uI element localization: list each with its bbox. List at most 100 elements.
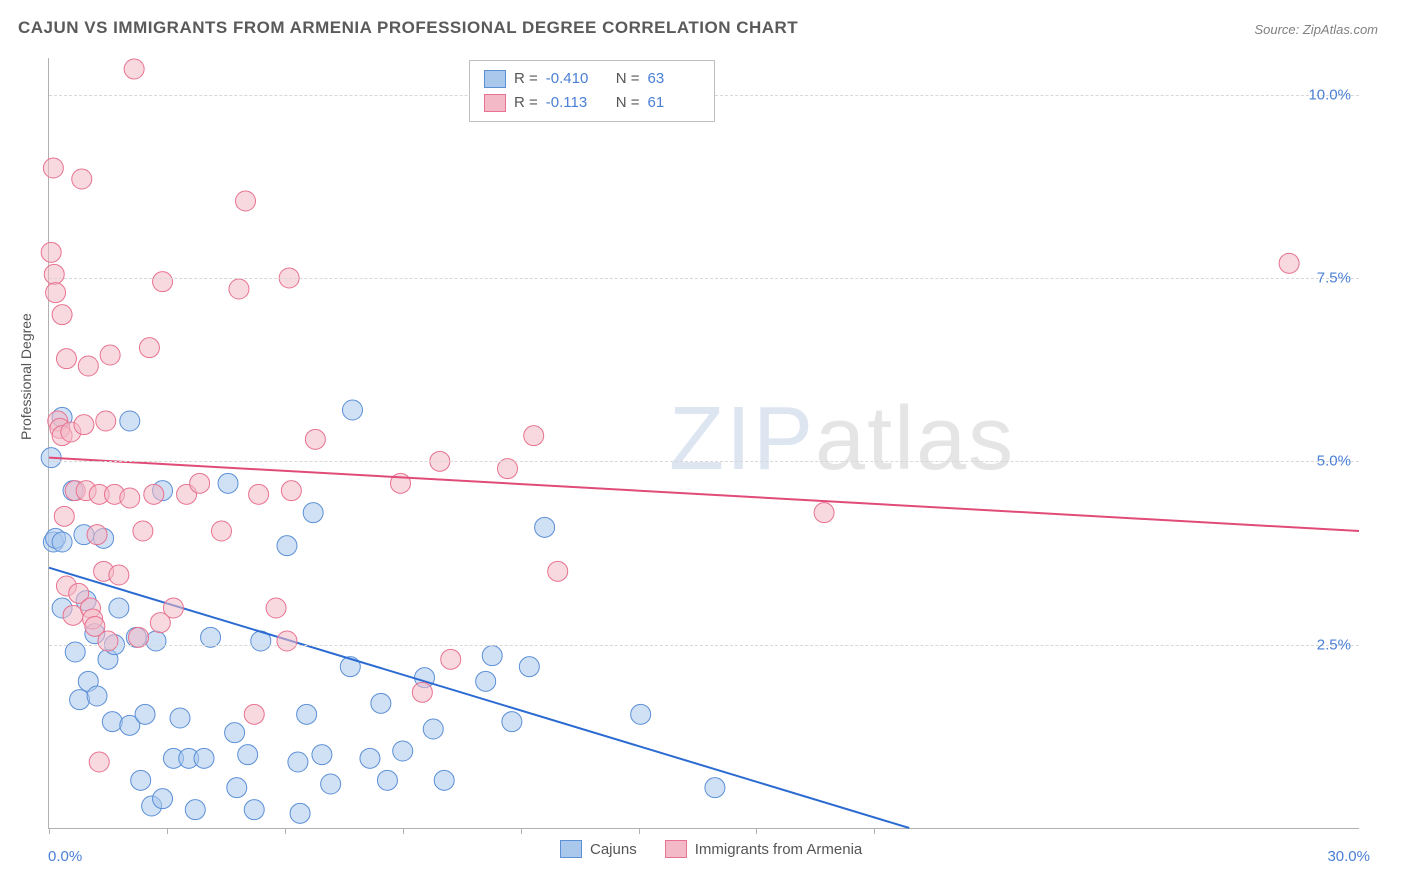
data-point xyxy=(52,305,72,325)
data-point xyxy=(124,59,144,79)
data-point xyxy=(70,690,90,710)
data-point xyxy=(1279,253,1299,273)
data-point xyxy=(814,503,834,523)
data-point xyxy=(266,598,286,618)
data-point xyxy=(43,158,63,178)
data-point xyxy=(133,521,153,541)
x-tick xyxy=(639,828,640,834)
y-tick-label: 7.5% xyxy=(1317,270,1351,287)
x-axis-min-label: 0.0% xyxy=(48,848,82,865)
data-point xyxy=(288,752,308,772)
source-attribution: Source: ZipAtlas.com xyxy=(1254,22,1378,37)
data-point xyxy=(249,484,269,504)
x-tick xyxy=(167,828,168,834)
data-point xyxy=(225,723,245,743)
data-point xyxy=(102,712,122,732)
data-point xyxy=(281,481,301,501)
stats-row: R =-0.410N =63 xyxy=(484,67,700,91)
y-tick-label: 5.0% xyxy=(1317,453,1351,470)
series-legend: Cajuns Immigrants from Armenia xyxy=(560,840,862,858)
data-point xyxy=(41,242,61,262)
stats-legend-box: R = -0.410 N = 63R = -0.113 N = 61 xyxy=(469,60,715,122)
data-point xyxy=(524,426,544,446)
x-tick xyxy=(49,828,50,834)
y-tick-label: 10.0% xyxy=(1308,86,1351,103)
data-point xyxy=(89,752,109,772)
trend-line xyxy=(49,458,1359,531)
data-point xyxy=(139,338,159,358)
n-value: 63 xyxy=(648,67,700,91)
data-point xyxy=(705,778,725,798)
x-tick xyxy=(874,828,875,834)
data-point xyxy=(502,712,522,732)
gridline xyxy=(49,645,1359,646)
legend-item: Immigrants from Armenia xyxy=(665,840,863,858)
n-label: N = xyxy=(616,91,640,115)
stats-row: R = -0.113 N = 61 xyxy=(484,91,700,115)
data-point xyxy=(441,649,461,669)
x-tick xyxy=(285,828,286,834)
data-point xyxy=(135,704,155,724)
y-axis-label: Professional Degree xyxy=(18,313,34,440)
legend-swatch xyxy=(665,840,687,858)
data-point xyxy=(393,741,413,761)
data-point xyxy=(100,345,120,365)
data-point xyxy=(153,272,173,292)
x-tick xyxy=(403,828,404,834)
data-point xyxy=(120,411,140,431)
data-point xyxy=(482,646,502,666)
x-tick xyxy=(756,828,757,834)
data-point xyxy=(377,770,397,790)
legend-label: Immigrants from Armenia xyxy=(695,841,863,858)
plot-svg xyxy=(49,58,1359,828)
data-point xyxy=(297,704,317,724)
data-point xyxy=(98,631,118,651)
legend-swatch xyxy=(560,840,582,858)
data-point xyxy=(360,748,380,768)
data-point xyxy=(434,770,454,790)
data-point xyxy=(218,473,238,493)
data-point xyxy=(412,682,432,702)
gridline xyxy=(49,461,1359,462)
data-point xyxy=(277,631,297,651)
data-point xyxy=(190,473,210,493)
data-point xyxy=(290,803,310,823)
data-point xyxy=(371,693,391,713)
data-point xyxy=(244,704,264,724)
data-point xyxy=(194,748,214,768)
data-point xyxy=(227,778,247,798)
legend-swatch xyxy=(484,94,506,112)
scatter-plot-area: ZIPatlas R =-0.410N =63R =-0.113N =61 2.… xyxy=(48,58,1359,829)
data-point xyxy=(238,745,258,765)
data-point xyxy=(56,349,76,369)
data-point xyxy=(236,191,256,211)
data-point xyxy=(153,789,173,809)
data-point xyxy=(146,631,166,651)
data-point xyxy=(535,517,555,537)
gridline xyxy=(49,278,1359,279)
r-label: R = xyxy=(514,91,538,115)
n-label: N = xyxy=(616,67,640,91)
data-point xyxy=(548,561,568,581)
data-point xyxy=(109,598,129,618)
data-point xyxy=(312,745,332,765)
data-point xyxy=(423,719,443,739)
r-value: -0.113 xyxy=(546,91,598,115)
x-axis-max-label: 30.0% xyxy=(1327,848,1370,865)
data-point xyxy=(72,169,92,189)
data-point xyxy=(303,503,323,523)
data-point xyxy=(476,671,496,691)
legend-item: Cajuns xyxy=(560,840,637,858)
data-point xyxy=(131,770,151,790)
r-value: -0.410 xyxy=(546,67,598,91)
n-value: 61 xyxy=(648,91,700,115)
data-point xyxy=(109,565,129,585)
data-point xyxy=(120,488,140,508)
data-point xyxy=(144,484,164,504)
data-point xyxy=(342,400,362,420)
data-point xyxy=(305,429,325,449)
data-point xyxy=(631,704,651,724)
data-point xyxy=(519,657,539,677)
legend-label: Cajuns xyxy=(590,841,637,858)
chart-title: CAJUN VS IMMIGRANTS FROM ARMENIA PROFESS… xyxy=(18,18,798,38)
